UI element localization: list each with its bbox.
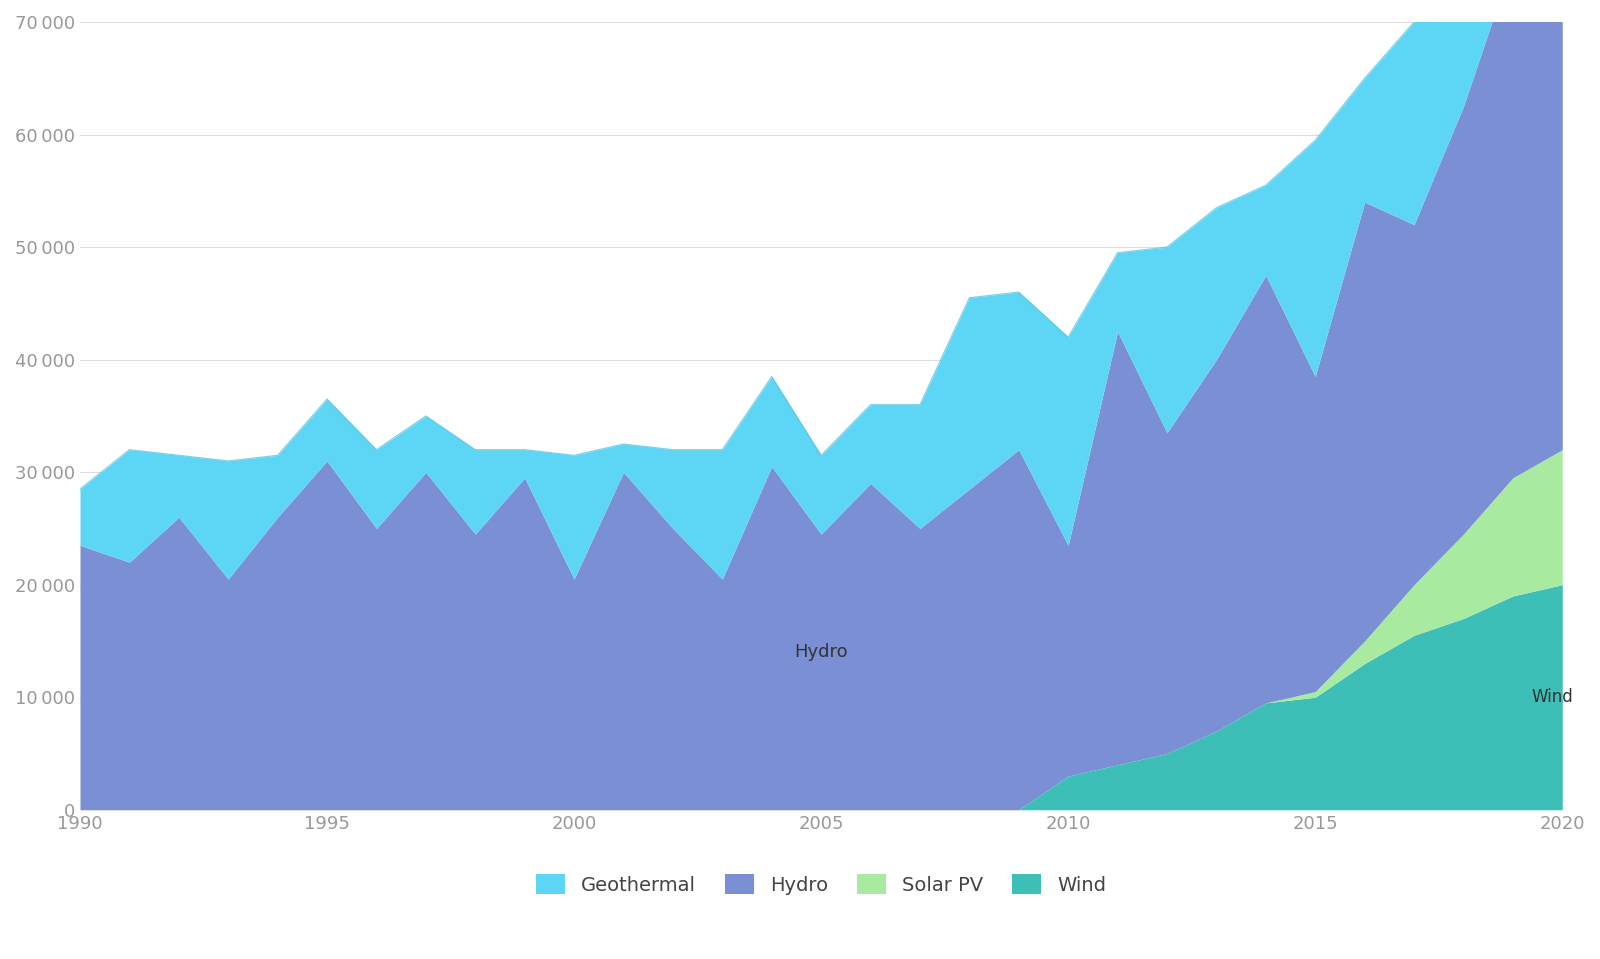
Text: Wind: Wind — [1531, 689, 1573, 706]
Text: Hydro: Hydro — [794, 643, 848, 661]
Legend: Geothermal, Hydro, Solar PV, Wind: Geothermal, Hydro, Solar PV, Wind — [528, 866, 1114, 902]
